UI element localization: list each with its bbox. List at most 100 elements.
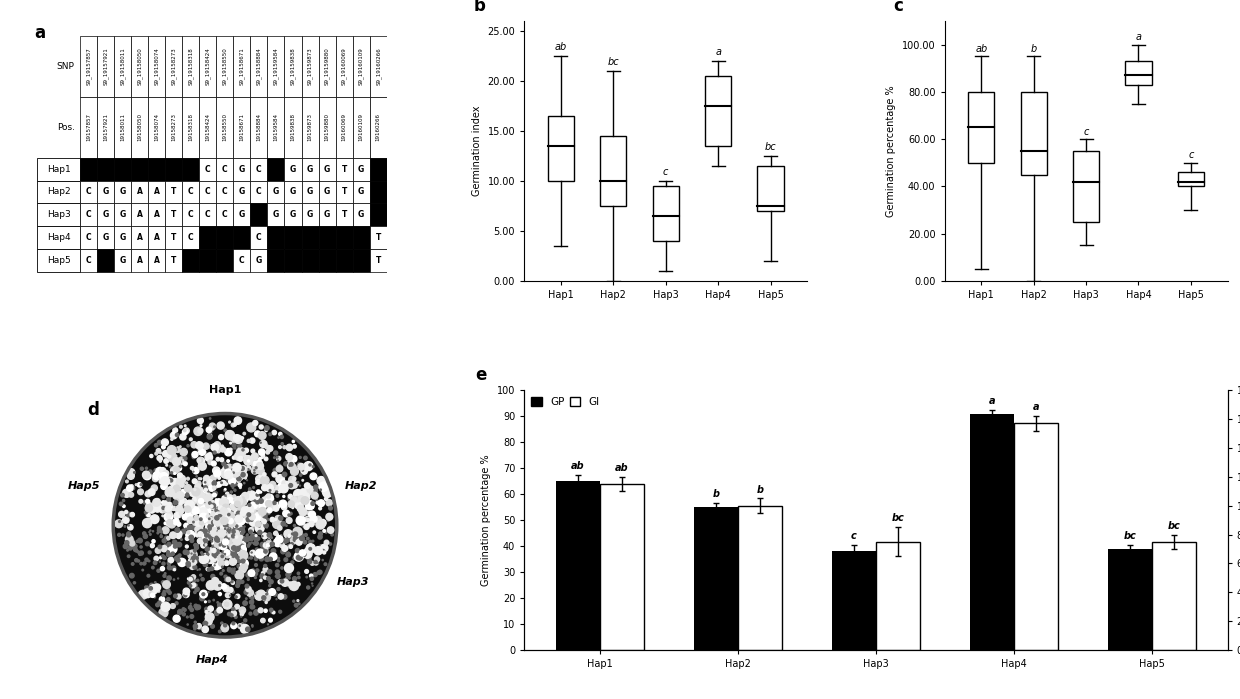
Circle shape bbox=[249, 600, 253, 604]
Circle shape bbox=[231, 507, 241, 516]
Circle shape bbox=[311, 502, 315, 505]
Circle shape bbox=[198, 491, 205, 496]
Circle shape bbox=[278, 560, 280, 562]
Circle shape bbox=[257, 471, 259, 473]
Text: G: G bbox=[324, 187, 330, 196]
Circle shape bbox=[244, 514, 247, 517]
Circle shape bbox=[275, 570, 279, 574]
Circle shape bbox=[221, 528, 223, 531]
Circle shape bbox=[185, 493, 188, 497]
Text: S9_19158884: S9_19158884 bbox=[257, 48, 262, 85]
Circle shape bbox=[139, 551, 144, 555]
Text: C: C bbox=[86, 256, 92, 265]
Circle shape bbox=[165, 605, 169, 609]
Circle shape bbox=[120, 493, 124, 497]
Circle shape bbox=[221, 525, 227, 531]
Circle shape bbox=[227, 530, 231, 534]
Circle shape bbox=[244, 591, 248, 594]
Circle shape bbox=[273, 506, 279, 511]
Circle shape bbox=[167, 561, 171, 565]
Circle shape bbox=[166, 522, 170, 526]
Circle shape bbox=[289, 512, 293, 515]
Circle shape bbox=[205, 482, 206, 483]
Bar bbox=[352, 249, 370, 272]
Circle shape bbox=[196, 487, 205, 495]
Circle shape bbox=[227, 527, 231, 531]
Circle shape bbox=[224, 524, 227, 528]
Bar bbox=[97, 203, 114, 226]
Circle shape bbox=[274, 457, 275, 459]
Circle shape bbox=[185, 505, 188, 510]
Circle shape bbox=[264, 564, 267, 568]
Circle shape bbox=[264, 549, 268, 553]
Circle shape bbox=[241, 517, 243, 520]
Circle shape bbox=[260, 542, 264, 547]
Circle shape bbox=[293, 600, 295, 602]
Circle shape bbox=[233, 540, 237, 543]
Circle shape bbox=[281, 521, 285, 526]
Bar bbox=[336, 249, 352, 272]
Circle shape bbox=[285, 577, 288, 579]
Circle shape bbox=[233, 538, 238, 543]
Circle shape bbox=[228, 518, 237, 528]
Text: G: G bbox=[102, 210, 109, 219]
Circle shape bbox=[184, 609, 186, 612]
Bar bbox=[1014, 424, 1058, 650]
Circle shape bbox=[311, 506, 314, 508]
Circle shape bbox=[177, 487, 181, 491]
Circle shape bbox=[319, 507, 321, 510]
Circle shape bbox=[267, 533, 272, 538]
Circle shape bbox=[211, 541, 212, 542]
Circle shape bbox=[246, 598, 247, 599]
Circle shape bbox=[233, 440, 236, 443]
Circle shape bbox=[224, 524, 226, 526]
Circle shape bbox=[231, 484, 234, 487]
Text: G: G bbox=[290, 210, 296, 219]
Circle shape bbox=[218, 520, 221, 523]
Circle shape bbox=[267, 494, 270, 498]
Circle shape bbox=[174, 448, 177, 451]
Circle shape bbox=[259, 499, 262, 501]
Circle shape bbox=[187, 525, 192, 529]
Circle shape bbox=[231, 510, 234, 514]
Circle shape bbox=[186, 550, 187, 552]
Circle shape bbox=[221, 525, 227, 531]
Circle shape bbox=[275, 485, 280, 491]
Circle shape bbox=[221, 522, 223, 525]
Circle shape bbox=[237, 560, 238, 562]
Text: a: a bbox=[1033, 402, 1039, 412]
Circle shape bbox=[208, 527, 211, 530]
Circle shape bbox=[165, 488, 174, 497]
Circle shape bbox=[283, 473, 286, 477]
Circle shape bbox=[304, 456, 308, 460]
Circle shape bbox=[242, 493, 249, 500]
Circle shape bbox=[206, 581, 216, 590]
Circle shape bbox=[254, 577, 257, 579]
Bar bbox=[336, 180, 352, 203]
Circle shape bbox=[246, 518, 248, 520]
Circle shape bbox=[299, 456, 301, 459]
Bar bbox=[336, 203, 352, 226]
Circle shape bbox=[205, 610, 208, 613]
Circle shape bbox=[172, 458, 181, 466]
Circle shape bbox=[229, 442, 232, 444]
Circle shape bbox=[248, 504, 250, 506]
Circle shape bbox=[125, 540, 129, 545]
Circle shape bbox=[182, 514, 188, 520]
Circle shape bbox=[257, 493, 259, 496]
Text: G: G bbox=[308, 165, 314, 173]
Circle shape bbox=[310, 473, 316, 480]
Bar bbox=[352, 36, 370, 97]
Circle shape bbox=[280, 435, 284, 438]
Circle shape bbox=[218, 531, 223, 535]
Circle shape bbox=[208, 606, 213, 612]
Circle shape bbox=[139, 500, 143, 503]
Circle shape bbox=[222, 515, 227, 521]
Circle shape bbox=[170, 604, 175, 609]
Circle shape bbox=[253, 421, 258, 426]
Circle shape bbox=[149, 470, 153, 473]
Circle shape bbox=[146, 503, 154, 511]
Circle shape bbox=[223, 520, 231, 527]
Bar bbox=[250, 97, 268, 158]
Circle shape bbox=[224, 561, 229, 565]
